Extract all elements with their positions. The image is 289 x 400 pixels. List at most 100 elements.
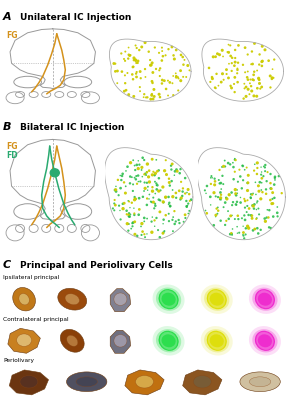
Point: [174, 74, 179, 80]
Point: [147, 168, 151, 174]
Point: [213, 54, 218, 60]
Point: [219, 197, 223, 203]
Point: [249, 88, 254, 94]
Point: [118, 216, 123, 223]
Point: [132, 55, 136, 61]
Point: [234, 192, 238, 198]
Point: [213, 193, 218, 200]
Point: [216, 208, 221, 214]
Point: [233, 186, 238, 193]
Point: [149, 198, 153, 205]
Point: [227, 192, 231, 198]
Point: [228, 213, 233, 219]
Point: [140, 194, 145, 200]
Point: [123, 183, 128, 190]
Point: [254, 216, 259, 222]
Point: [161, 53, 165, 59]
Point: [246, 180, 250, 186]
Point: [229, 230, 234, 236]
Point: [240, 185, 244, 192]
Point: [164, 171, 169, 178]
Point: [126, 198, 131, 204]
Point: [123, 80, 127, 86]
Ellipse shape: [204, 288, 229, 311]
Point: [133, 42, 138, 49]
Point: [183, 215, 188, 221]
Point: [176, 74, 180, 80]
Point: [219, 79, 223, 85]
Point: [158, 65, 162, 72]
Point: [203, 207, 208, 214]
Point: [116, 192, 121, 198]
Point: [118, 185, 123, 191]
Point: [233, 190, 238, 197]
Point: [145, 215, 149, 222]
Ellipse shape: [20, 376, 38, 388]
Point: [134, 173, 139, 179]
Point: [221, 76, 226, 83]
Point: [167, 179, 172, 186]
Point: [144, 94, 149, 101]
Point: [138, 178, 143, 185]
Point: [131, 181, 135, 188]
Point: [187, 67, 192, 74]
Point: [150, 80, 155, 86]
Point: [244, 225, 248, 232]
Point: [181, 185, 185, 192]
Point: [247, 91, 252, 97]
Point: [126, 92, 131, 98]
Point: [256, 205, 261, 212]
Point: [225, 196, 229, 202]
Ellipse shape: [210, 334, 224, 347]
Point: [226, 75, 231, 81]
Point: [244, 164, 249, 171]
Point: [230, 232, 234, 238]
Point: [122, 200, 127, 206]
Point: [133, 56, 138, 63]
Ellipse shape: [114, 293, 127, 306]
Point: [271, 213, 275, 220]
Point: [154, 182, 159, 188]
Point: [148, 62, 153, 68]
Point: [140, 164, 144, 170]
Point: [158, 94, 162, 100]
Point: [185, 189, 189, 196]
Point: [254, 215, 259, 221]
Polygon shape: [9, 370, 49, 395]
Point: [245, 74, 249, 80]
Point: [233, 47, 238, 53]
Point: [143, 170, 148, 177]
Point: [131, 205, 136, 211]
Point: [133, 167, 138, 173]
Point: [271, 200, 275, 207]
Ellipse shape: [60, 329, 84, 352]
Point: [252, 93, 256, 99]
Point: [115, 68, 120, 74]
Point: [203, 187, 207, 194]
Point: [208, 194, 213, 200]
Point: [228, 231, 233, 237]
Point: [263, 218, 268, 224]
Point: [238, 173, 243, 180]
Point: [232, 62, 237, 69]
Point: [144, 180, 149, 186]
Point: [186, 200, 190, 207]
Point: [146, 174, 151, 180]
Point: [183, 212, 187, 218]
Text: Unilateral IC Injection: Unilateral IC Injection: [20, 12, 131, 22]
Point: [128, 160, 133, 166]
Point: [184, 198, 189, 204]
Point: [261, 173, 266, 179]
Point: [131, 57, 136, 63]
Ellipse shape: [258, 334, 272, 347]
Point: [113, 187, 117, 193]
Point: [273, 174, 277, 180]
Point: [123, 72, 127, 78]
Polygon shape: [110, 330, 131, 353]
Point: [123, 190, 128, 196]
Point: [132, 194, 137, 200]
Point: [151, 194, 155, 201]
Point: [260, 189, 265, 195]
Point: [260, 58, 264, 65]
Point: [242, 85, 247, 92]
